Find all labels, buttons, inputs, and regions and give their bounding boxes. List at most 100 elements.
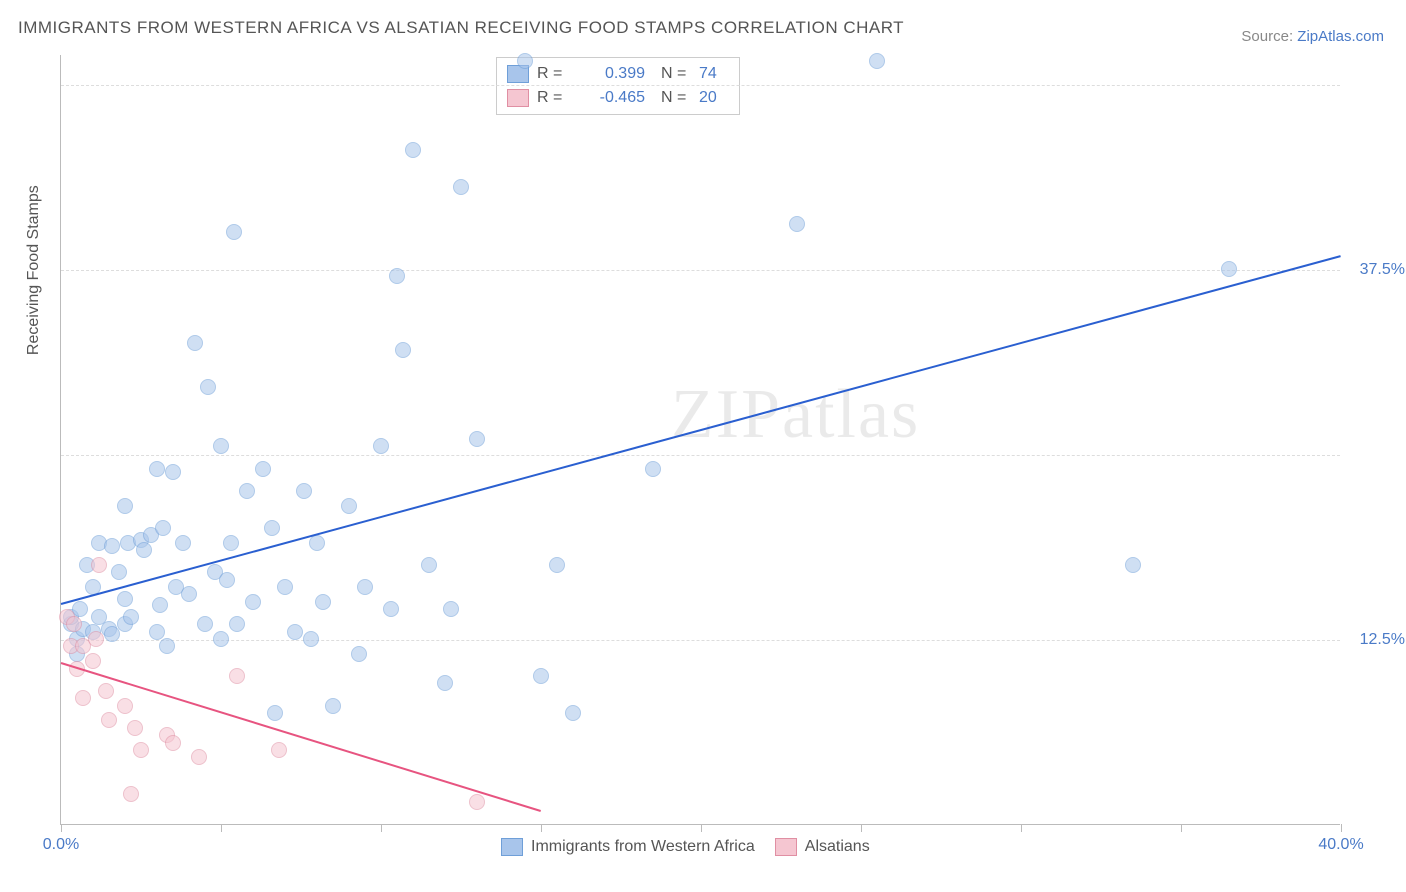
data-point bbox=[437, 675, 453, 691]
data-point bbox=[869, 53, 885, 69]
data-point bbox=[469, 794, 485, 810]
data-point bbox=[187, 335, 203, 351]
x-tick bbox=[861, 824, 862, 832]
x-tick-label: 40.0% bbox=[1318, 836, 1363, 854]
data-point bbox=[645, 461, 661, 477]
data-point bbox=[325, 698, 341, 714]
x-tick bbox=[541, 824, 542, 832]
data-point bbox=[123, 609, 139, 625]
n-label: N = bbox=[661, 89, 691, 107]
n-label: N = bbox=[661, 65, 691, 83]
data-point bbox=[303, 631, 319, 647]
data-point bbox=[389, 268, 405, 284]
data-point bbox=[255, 461, 271, 477]
series-legend: Immigrants from Western Africa Alsatians bbox=[501, 838, 870, 856]
data-point bbox=[123, 786, 139, 802]
data-point bbox=[549, 557, 565, 573]
data-point bbox=[517, 53, 533, 69]
data-point bbox=[181, 586, 197, 602]
y-tick-label: 37.5% bbox=[1360, 261, 1405, 279]
legend-row: R =0.399N =74 bbox=[507, 62, 729, 86]
data-point bbox=[229, 668, 245, 684]
legend-label: Alsatians bbox=[805, 838, 870, 856]
data-point bbox=[117, 498, 133, 514]
data-point bbox=[264, 520, 280, 536]
data-point bbox=[469, 431, 485, 447]
data-point bbox=[98, 683, 114, 699]
data-point bbox=[200, 379, 216, 395]
data-point bbox=[159, 638, 175, 654]
data-point bbox=[351, 646, 367, 662]
data-point bbox=[111, 564, 127, 580]
data-point bbox=[1125, 557, 1141, 573]
data-point bbox=[219, 572, 235, 588]
data-point bbox=[229, 616, 245, 632]
data-point bbox=[165, 464, 181, 480]
gridline bbox=[61, 455, 1340, 456]
trend-line bbox=[61, 255, 1342, 605]
data-point bbox=[117, 698, 133, 714]
gridline bbox=[61, 270, 1340, 271]
data-point bbox=[152, 597, 168, 613]
legend-item: Alsatians bbox=[775, 838, 870, 856]
legend-swatch bbox=[775, 838, 797, 856]
x-tick bbox=[381, 824, 382, 832]
x-tick bbox=[221, 824, 222, 832]
r-value: 0.399 bbox=[575, 65, 645, 83]
data-point bbox=[315, 594, 331, 610]
data-point bbox=[271, 742, 287, 758]
data-point bbox=[341, 498, 357, 514]
gridline bbox=[61, 85, 1340, 86]
data-point bbox=[104, 538, 120, 554]
chart-title: IMMIGRANTS FROM WESTERN AFRICA VS ALSATI… bbox=[18, 18, 904, 38]
data-point bbox=[383, 601, 399, 617]
data-point bbox=[197, 616, 213, 632]
y-tick-label: 12.5% bbox=[1360, 631, 1405, 649]
data-point bbox=[296, 483, 312, 499]
data-point bbox=[789, 216, 805, 232]
data-point bbox=[267, 705, 283, 721]
data-point bbox=[213, 438, 229, 454]
gridline bbox=[61, 640, 1340, 641]
legend-item: Immigrants from Western Africa bbox=[501, 838, 755, 856]
data-point bbox=[213, 631, 229, 647]
data-point bbox=[149, 624, 165, 640]
legend-swatch bbox=[501, 838, 523, 856]
data-point bbox=[191, 749, 207, 765]
plot-area: ZIPatlas R =0.399N =74R =-0.465N =20 Imm… bbox=[60, 55, 1340, 825]
legend-row: R =-0.465N =20 bbox=[507, 86, 729, 110]
data-point bbox=[223, 535, 239, 551]
x-tick bbox=[1021, 824, 1022, 832]
data-point bbox=[1221, 261, 1237, 277]
r-value: -0.465 bbox=[575, 89, 645, 107]
data-point bbox=[165, 735, 181, 751]
y-axis-label: Receiving Food Stamps bbox=[25, 185, 43, 355]
legend-label: Immigrants from Western Africa bbox=[531, 838, 755, 856]
data-point bbox=[373, 438, 389, 454]
data-point bbox=[357, 579, 373, 595]
data-point bbox=[421, 557, 437, 573]
data-point bbox=[309, 535, 325, 551]
data-point bbox=[405, 142, 421, 158]
data-point bbox=[117, 591, 133, 607]
data-point bbox=[277, 579, 293, 595]
data-point bbox=[239, 483, 255, 499]
x-tick bbox=[701, 824, 702, 832]
watermark: ZIPatlas bbox=[671, 375, 920, 455]
data-point bbox=[443, 601, 459, 617]
x-tick bbox=[1181, 824, 1182, 832]
data-point bbox=[565, 705, 581, 721]
data-point bbox=[85, 653, 101, 669]
source-prefix: Source: bbox=[1241, 28, 1297, 45]
source-link[interactable]: ZipAtlas.com bbox=[1297, 28, 1384, 45]
data-point bbox=[133, 742, 149, 758]
r-label: R = bbox=[537, 65, 567, 83]
data-point bbox=[533, 668, 549, 684]
data-point bbox=[226, 224, 242, 240]
data-point bbox=[127, 720, 143, 736]
data-point bbox=[88, 631, 104, 647]
correlation-legend: R =0.399N =74R =-0.465N =20 bbox=[496, 57, 740, 115]
x-tick bbox=[1341, 824, 1342, 832]
data-point bbox=[245, 594, 261, 610]
data-point bbox=[136, 542, 152, 558]
